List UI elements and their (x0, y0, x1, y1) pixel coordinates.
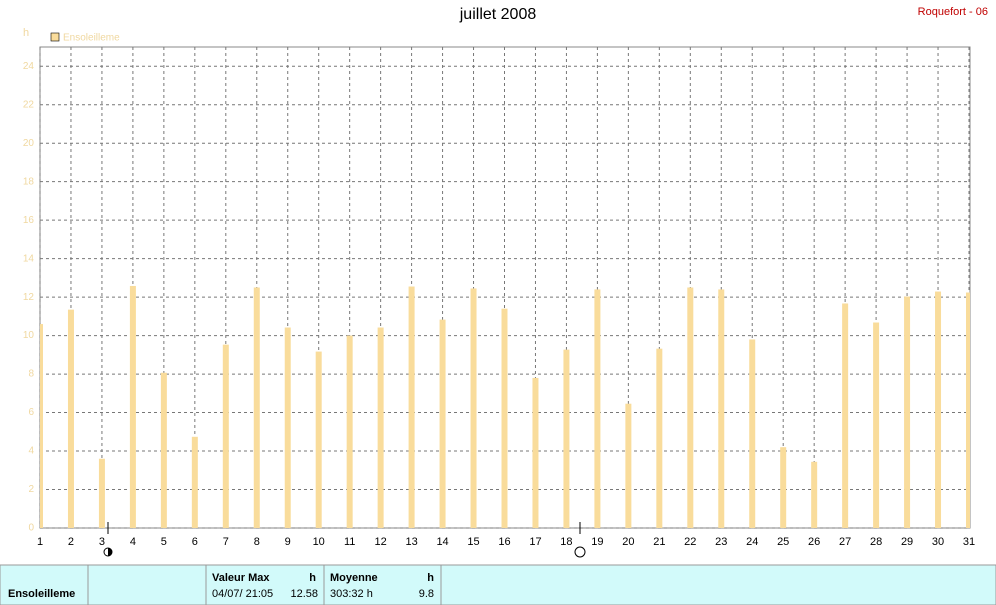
x-tick-label: 21 (653, 536, 665, 548)
x-tick-label: 14 (436, 536, 448, 548)
x-tick-label: 30 (932, 536, 944, 548)
y-tick-label: 2 (28, 484, 34, 495)
bar (532, 377, 539, 528)
max-unit: h (309, 572, 316, 584)
x-tick-label: 25 (777, 536, 789, 548)
chart-title: juillet 2008 (459, 6, 537, 23)
x-tick-label: 6 (192, 536, 198, 548)
bar (563, 349, 570, 528)
bars (40, 285, 970, 528)
x-tick-label: 1 (37, 536, 43, 548)
x-tick-label: 29 (901, 536, 913, 548)
y-tick-label: 14 (23, 253, 35, 264)
bar (749, 339, 756, 528)
bar (811, 461, 818, 528)
max-value: 12.58 (290, 588, 318, 600)
mean-title: Moyenne (330, 572, 378, 584)
y-tick-label: 10 (23, 330, 35, 341)
x-tick-label: 26 (808, 536, 820, 548)
x-tick-label: 2 (68, 536, 74, 548)
y-tick-label: 16 (23, 215, 35, 226)
y-axis-label: h (23, 27, 29, 39)
x-tick-label: 12 (375, 536, 387, 548)
bar (377, 327, 384, 528)
bar (594, 289, 601, 528)
x-tick-label: 4 (130, 536, 136, 548)
x-tick-label: 28 (870, 536, 882, 548)
y-tick-label: 12 (23, 292, 35, 303)
mean-unit: h (427, 572, 434, 584)
bar (284, 327, 291, 528)
bar (656, 348, 663, 528)
bar (315, 351, 322, 528)
x-tick-label: 20 (622, 536, 634, 548)
x-tick-label: 10 (313, 536, 325, 548)
x-tick-label: 16 (498, 536, 510, 548)
x-tick-label: 9 (285, 536, 291, 548)
bar (470, 288, 477, 528)
bar (191, 436, 198, 528)
y-tick-label: 4 (28, 446, 34, 457)
bar (346, 335, 353, 528)
bar (67, 309, 74, 528)
y-tick-label: 20 (23, 138, 35, 149)
bar (129, 285, 136, 528)
x-tick-label: 7 (223, 536, 229, 548)
x-tick-label: 3 (99, 536, 105, 548)
bar (935, 291, 942, 528)
bar (904, 296, 911, 528)
x-tick-label: 18 (560, 536, 572, 548)
y-tick-label: 8 (28, 369, 34, 380)
legend-swatch (50, 32, 60, 42)
x-tick-label: 11 (344, 536, 355, 548)
bar (966, 292, 970, 528)
x-tick-label: 15 (467, 536, 479, 548)
bar (40, 324, 43, 528)
max-date: 04/07/ 21:05 (212, 588, 273, 600)
x-tick-label: 22 (684, 536, 696, 548)
max-title: Valeur Max (212, 572, 270, 584)
bar (501, 308, 508, 528)
bar (222, 344, 229, 528)
x-tick-label: 23 (715, 536, 727, 548)
legend-label: Ensoleilleme (63, 33, 120, 44)
bar (160, 372, 167, 528)
x-tick-label: 24 (746, 536, 758, 548)
y-tick-label: 6 (28, 407, 34, 418)
bar (98, 458, 105, 528)
moon-icon (108, 548, 112, 556)
x-tick-label: 8 (254, 536, 260, 548)
bar (842, 303, 849, 528)
x-tick-label: 27 (839, 536, 851, 548)
summary-row (0, 564, 996, 605)
summary-label: Ensoleilleme (8, 588, 75, 600)
bar (873, 322, 880, 528)
moon-icon (574, 546, 586, 558)
y-tick-label: 0 (28, 523, 34, 534)
x-tick-label: 19 (591, 536, 603, 548)
bar (625, 403, 632, 528)
y-tick-label: 22 (23, 99, 35, 110)
bar (718, 289, 725, 528)
bar (687, 287, 694, 528)
y-tick-label: 24 (23, 61, 35, 72)
station: Roquefort - 06 (918, 6, 988, 18)
bar (780, 447, 787, 528)
x-tick-label: 31 (963, 536, 975, 548)
mean-total: 303:32 h (330, 588, 373, 600)
y-tick-label: 18 (23, 176, 35, 187)
mean-value: 9.8 (419, 588, 434, 600)
x-tick-label: 13 (405, 536, 417, 548)
bar (408, 286, 415, 528)
x-tick-label: 5 (161, 536, 167, 548)
x-tick-label: 17 (529, 536, 541, 548)
bar (439, 319, 446, 528)
bar (253, 287, 260, 528)
